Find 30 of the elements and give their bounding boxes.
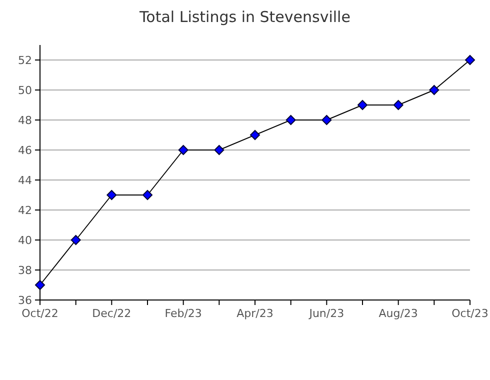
point [358, 100, 368, 110]
point [214, 145, 224, 155]
y-tick-label: 44 [18, 174, 32, 187]
point [322, 115, 332, 125]
point [106, 190, 117, 200]
point [178, 145, 188, 155]
y-tick-label: 50 [18, 84, 32, 97]
point [250, 130, 260, 140]
x-tick-label: Jun/23 [308, 307, 344, 320]
point [70, 235, 81, 245]
chart-title: Total Listings in Stevensville [138, 8, 350, 26]
point [429, 85, 440, 95]
point [286, 115, 296, 125]
x-tick-label: Oct/22 [22, 307, 58, 320]
x-tick-label: Aug/23 [378, 307, 418, 320]
x-tick-label: Feb/23 [164, 307, 202, 320]
y-tick-label: 52 [18, 54, 32, 67]
point [142, 190, 152, 200]
y-tick-label: 38 [18, 264, 32, 277]
point [465, 55, 475, 65]
x-tick-label: Dec/22 [92, 307, 132, 320]
y-tick-label: 40 [18, 234, 32, 247]
point [35, 280, 45, 290]
y-tick-label: 42 [18, 204, 32, 217]
y-tick-label: 46 [18, 144, 32, 157]
point [393, 100, 404, 110]
y-tick-label: 36 [18, 294, 32, 307]
y-tick-label: 48 [18, 114, 32, 127]
x-tick-label: Oct/23 [452, 307, 488, 320]
x-tick-label: Apr/23 [236, 307, 274, 320]
